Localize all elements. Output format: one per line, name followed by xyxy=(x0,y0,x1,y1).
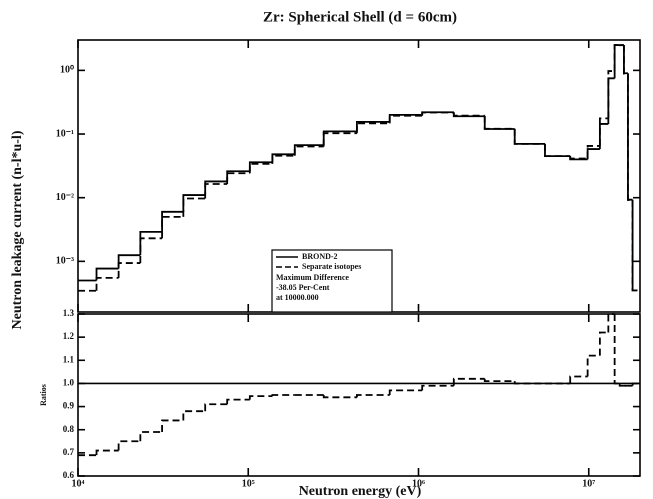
step-segment xyxy=(322,130,357,146)
step-segment xyxy=(483,115,515,130)
step-segment xyxy=(388,114,423,124)
step-segment xyxy=(452,112,485,118)
step-segment xyxy=(627,73,633,201)
step-segment xyxy=(117,440,141,451)
step-segment xyxy=(586,145,600,159)
y-tick-label: 1.1 xyxy=(63,354,75,364)
step-segment xyxy=(388,389,423,395)
step-segment xyxy=(248,395,273,400)
step-segment xyxy=(271,154,295,164)
step-segment xyxy=(618,383,624,387)
annotation: -38.05 Per-Cent xyxy=(276,283,330,292)
legend-label: BROND-2 xyxy=(302,252,338,261)
step-segment xyxy=(356,394,390,398)
step-segment xyxy=(631,382,638,386)
plot-frame xyxy=(77,313,641,477)
step-segment xyxy=(139,237,163,264)
step-segment xyxy=(204,183,228,199)
step-segment xyxy=(139,431,163,442)
y-tick-label: 0.7 xyxy=(63,447,75,457)
step-segment xyxy=(182,197,206,217)
step-segment xyxy=(293,145,324,156)
step-segment xyxy=(623,45,628,75)
step-segment xyxy=(569,375,588,384)
x-tick-label: 10⁷ xyxy=(582,478,595,489)
step-segment xyxy=(161,215,184,239)
step-segment xyxy=(598,117,609,146)
step-segment xyxy=(95,267,119,281)
step-segment xyxy=(248,162,273,174)
step-segment xyxy=(421,111,454,115)
step-segment xyxy=(421,384,454,391)
step-segment xyxy=(226,172,250,185)
step-segment xyxy=(598,123,609,150)
step-segment xyxy=(513,128,545,145)
step-segment xyxy=(182,194,206,212)
step-segment xyxy=(513,381,545,385)
step-segment xyxy=(226,398,250,405)
step-segment xyxy=(161,210,184,232)
y-tick-label: 10⁰ xyxy=(60,65,74,76)
step-segment xyxy=(117,254,141,269)
step-segment xyxy=(117,262,141,278)
y-tick-label: 0.6 xyxy=(63,470,75,480)
legend-box xyxy=(271,249,393,313)
x-tick-label: 10⁴ xyxy=(72,478,85,489)
step-segment xyxy=(513,128,545,145)
ratio-axis-label: Ratios xyxy=(39,384,48,406)
annotation: Maximum Difference xyxy=(276,273,349,282)
step-segment xyxy=(613,44,620,79)
y-tick-label: 10⁻¹ xyxy=(56,128,74,139)
step-segment xyxy=(607,70,615,119)
step-segment xyxy=(421,111,454,116)
x-tick-label: 10⁵ xyxy=(242,478,255,489)
step-segment xyxy=(483,378,515,383)
y-tick-label: 10⁻³ xyxy=(56,256,74,267)
legend-label: Separate isotopes xyxy=(302,262,361,271)
y-tick-label: 1.3 xyxy=(63,308,75,318)
step-segment xyxy=(613,44,620,72)
y-tick-label: 10⁻² xyxy=(56,192,74,203)
y-axis-label: Neutron leakage current (n-l*u-l) xyxy=(10,130,25,329)
annotation: at 10000.000 xyxy=(276,293,319,302)
step-segment xyxy=(139,231,163,256)
step-segment xyxy=(322,132,357,147)
x-axis-label: Neutron energy (eV) xyxy=(299,484,422,499)
step-segment xyxy=(204,403,228,412)
step-segment xyxy=(627,73,633,201)
step-segment xyxy=(598,331,609,356)
y-tick-label: 1.0 xyxy=(63,377,75,387)
step-segment xyxy=(204,180,228,196)
step-segment xyxy=(544,143,571,158)
step-segment xyxy=(95,276,119,291)
step-segment xyxy=(452,112,485,117)
step-segment xyxy=(544,143,571,158)
step-segment xyxy=(586,354,600,377)
step-segment xyxy=(586,148,600,160)
x-tick-label: 10⁶ xyxy=(412,478,425,489)
step-segment xyxy=(356,122,390,134)
step-segment xyxy=(95,449,119,456)
step-segment xyxy=(569,156,588,160)
step-segment xyxy=(483,116,515,130)
step-segment xyxy=(607,313,615,333)
step-segment xyxy=(182,410,206,421)
step-segment xyxy=(271,394,295,397)
y-tick-label: 1.2 xyxy=(63,331,75,341)
y-tick-label: 0.8 xyxy=(63,424,75,434)
step-segment xyxy=(613,314,620,385)
chart-title: Zr: Spherical Shell (d = 60cm) xyxy=(263,9,457,25)
step-segment xyxy=(607,77,615,124)
step-segment xyxy=(452,377,485,386)
step-segment xyxy=(631,199,638,292)
y-tick-label: 0.9 xyxy=(63,401,75,411)
step-segment xyxy=(322,395,357,399)
step-segment xyxy=(161,419,184,433)
